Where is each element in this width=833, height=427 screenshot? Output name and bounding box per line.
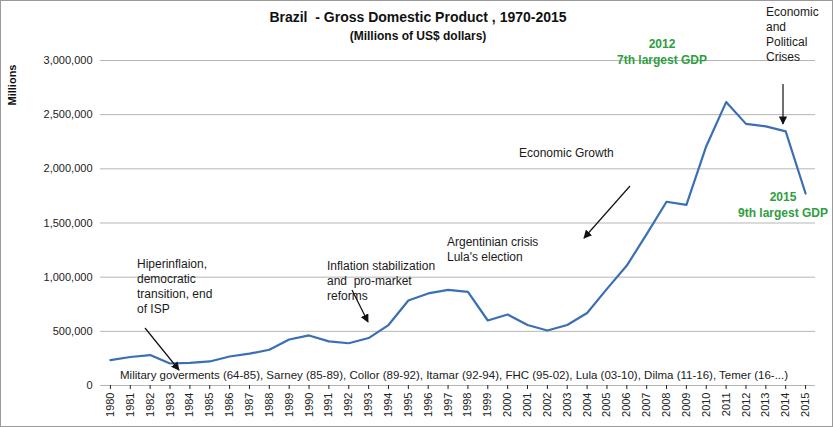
svg-text:EconomicandPoliticalCrises: EconomicandPoliticalCrises — [766, 5, 819, 64]
svg-text:1987: 1987 — [243, 393, 255, 417]
svg-text:500,000: 500,000 — [53, 325, 93, 337]
svg-text:1997: 1997 — [442, 393, 454, 417]
svg-text:Millions: Millions — [6, 65, 18, 106]
svg-text:1982: 1982 — [144, 393, 156, 417]
svg-text:2011: 2011 — [720, 393, 732, 417]
svg-text:1998: 1998 — [461, 393, 473, 417]
svg-text:2001: 2001 — [521, 393, 533, 417]
svg-text:1,000,000: 1,000,000 — [44, 271, 93, 283]
svg-text:1990: 1990 — [303, 393, 315, 417]
svg-text:1985: 1985 — [203, 393, 215, 417]
svg-text:(Millions of US$ dollars): (Millions of US$ dollars) — [350, 29, 487, 43]
svg-text:1994: 1994 — [382, 393, 394, 417]
svg-text:2015: 2015 — [799, 393, 811, 417]
svg-text:1980: 1980 — [104, 393, 116, 417]
svg-text:2010: 2010 — [700, 393, 712, 417]
svg-text:1983: 1983 — [164, 393, 176, 417]
svg-text:2,000,000: 2,000,000 — [44, 162, 93, 174]
svg-text:1999: 1999 — [481, 393, 493, 417]
svg-text:Hiperinflaion,democratictransi: Hiperinflaion,democratictransition, endo… — [137, 257, 212, 316]
svg-text:3,000,000: 3,000,000 — [44, 54, 93, 66]
svg-text:0: 0 — [86, 379, 92, 391]
svg-text:1991: 1991 — [322, 393, 334, 417]
svg-text:2002: 2002 — [541, 393, 553, 417]
svg-text:20127th largest GDP: 20127th largest GDP — [617, 37, 707, 67]
svg-text:2012: 2012 — [740, 393, 752, 417]
svg-text:2,500,000: 2,500,000 — [44, 108, 93, 120]
svg-text:20159th largest GDP: 20159th largest GDP — [738, 190, 828, 220]
svg-text:2014: 2014 — [779, 393, 791, 417]
svg-text:2007: 2007 — [640, 393, 652, 417]
svg-text:Brazil - Gross Domestic Produ: Brazil - Gross Domestic Product , 1970-2… — [269, 9, 566, 25]
svg-text:2003: 2003 — [561, 393, 573, 417]
svg-text:1986: 1986 — [223, 393, 235, 417]
svg-text:1993: 1993 — [362, 393, 374, 417]
svg-text:1984: 1984 — [183, 393, 195, 417]
svg-text:1992: 1992 — [342, 393, 354, 417]
svg-text:1995: 1995 — [402, 393, 414, 417]
svg-text:2005: 2005 — [600, 393, 612, 417]
svg-text:Argentinian crisisLula's elect: Argentinian crisisLula's election — [447, 235, 538, 264]
svg-text:1996: 1996 — [422, 393, 434, 417]
svg-text:2013: 2013 — [759, 393, 771, 417]
svg-text:2008: 2008 — [660, 393, 672, 417]
svg-text:Economic Growth: Economic Growth — [519, 146, 614, 160]
svg-text:1981: 1981 — [124, 393, 136, 417]
svg-text:1989: 1989 — [283, 393, 295, 417]
svg-text:2000: 2000 — [501, 393, 513, 417]
svg-text:2004: 2004 — [581, 393, 593, 417]
svg-text:1,500,000: 1,500,000 — [44, 217, 93, 229]
svg-text:2009: 2009 — [680, 393, 692, 417]
svg-text:Military goverments (64-85), S: Military goverments (64-85), Sarney (85-… — [120, 369, 788, 381]
svg-text:2006: 2006 — [620, 393, 632, 417]
svg-text:Inflation stabilizationand pr: Inflation stabilizationand pro-marketref… — [327, 259, 435, 303]
svg-text:1988: 1988 — [263, 393, 275, 417]
